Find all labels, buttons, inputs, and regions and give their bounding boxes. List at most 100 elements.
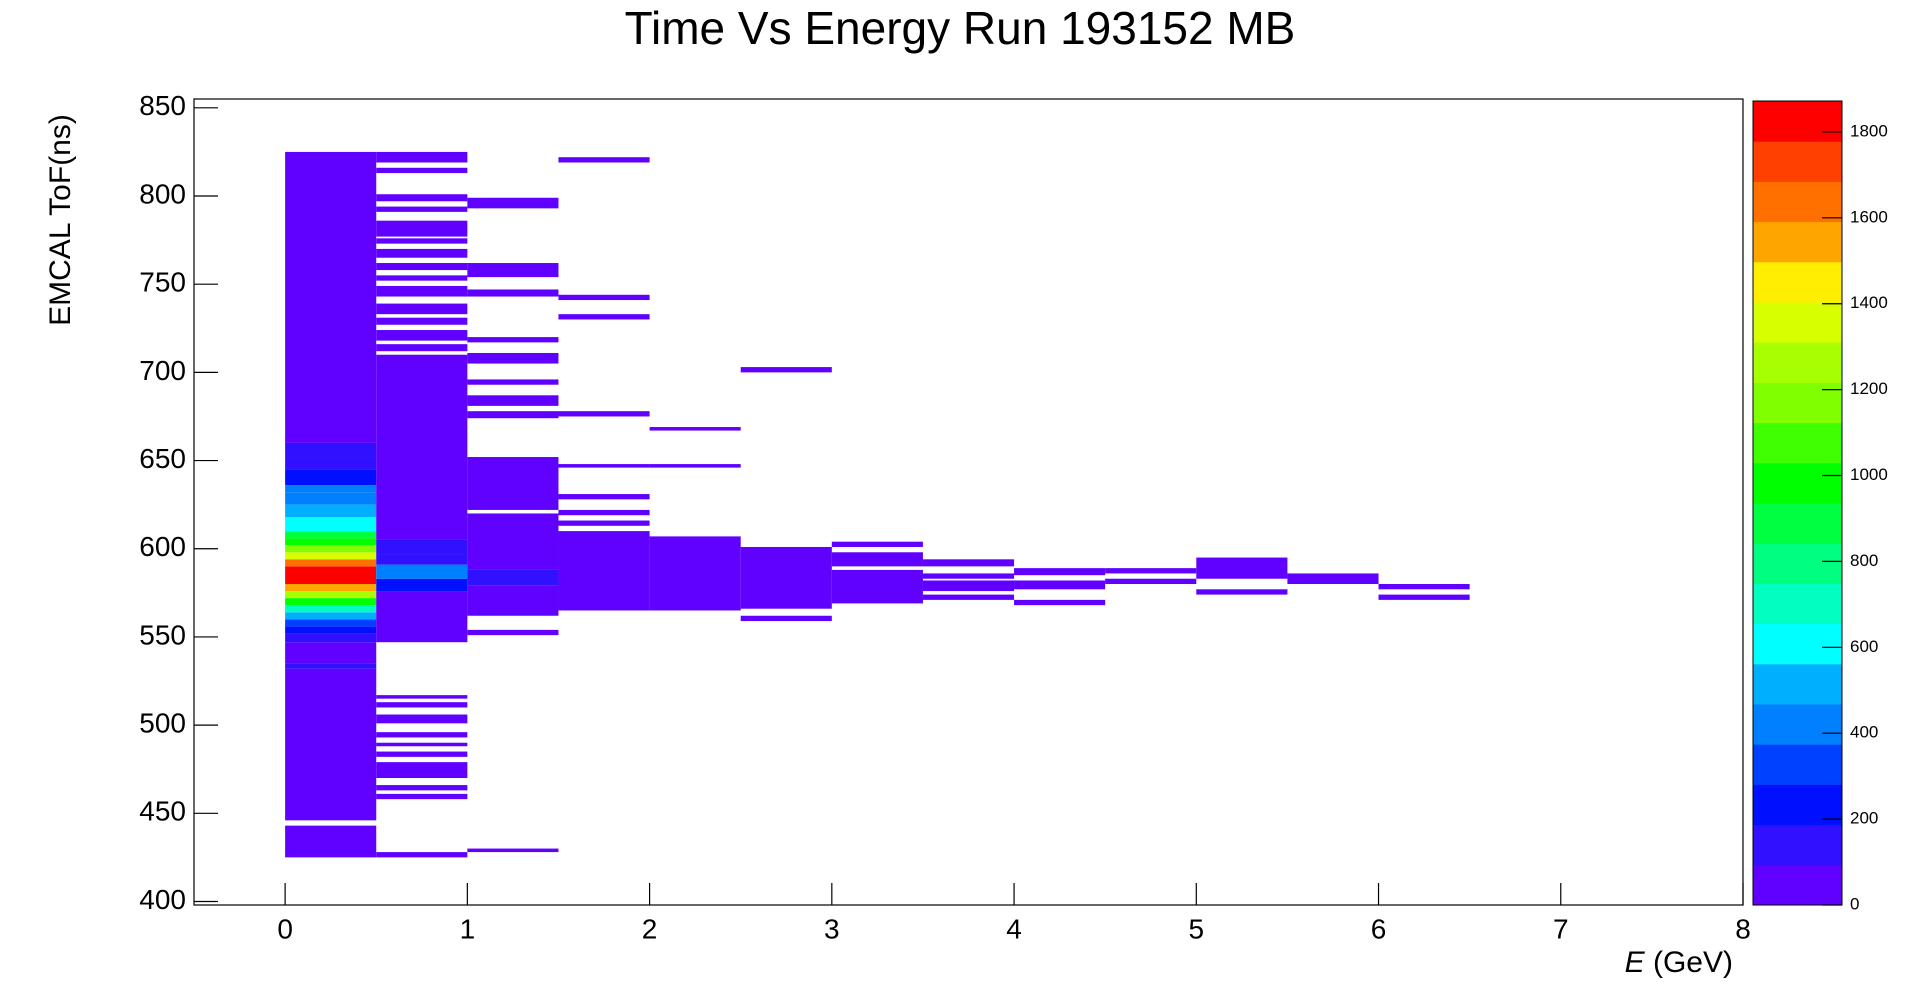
- x-tick-label: 5: [1189, 913, 1205, 944]
- y-tick-label: 500: [139, 707, 186, 738]
- heatmap-cell: [285, 626, 377, 634]
- heatmap-cell: [1287, 573, 1379, 585]
- heatmap-cell: [376, 732, 468, 738]
- heatmap-cell: [376, 330, 468, 341]
- palette-band: [1753, 704, 1842, 745]
- heatmap-cell: [740, 546, 832, 609]
- palette-band: [1753, 101, 1842, 142]
- heatmap-cell: [376, 206, 468, 212]
- heatmap-cell: [1014, 599, 1106, 606]
- heatmap-cell: [467, 289, 559, 297]
- heatmap-cell: [831, 569, 923, 604]
- heatmap-cell: [285, 151, 377, 443]
- heatmap-cell: [285, 612, 377, 620]
- palette-band: [1753, 623, 1842, 665]
- heatmap-cell: [285, 538, 377, 546]
- z-tick-label: 0: [1850, 894, 1859, 913]
- heatmap-cell: [1196, 589, 1288, 595]
- heatmap-cell: [285, 668, 377, 821]
- heatmap-cell: [376, 344, 468, 352]
- heatmap-cell: [376, 303, 468, 315]
- chart-title: Time Vs Energy Run 193152 MB: [625, 2, 1296, 54]
- heatmap-cell: [558, 294, 650, 301]
- heatmap-cell: [467, 263, 559, 278]
- palette-band: [1753, 864, 1842, 906]
- heatmap-cell: [558, 520, 650, 526]
- heatmap-cell: [831, 552, 923, 567]
- heatmap-cell: [376, 702, 468, 708]
- heatmap-cell: [285, 825, 377, 858]
- heatmap-cell: [558, 411, 650, 417]
- palette-band: [1753, 824, 1842, 866]
- y-tick-label: 650: [139, 443, 186, 474]
- heatmap-cell: [285, 485, 377, 493]
- heatmap-cell: [285, 516, 377, 532]
- heatmap-cell: [285, 552, 377, 560]
- heatmap-cell: [1105, 568, 1197, 574]
- z-tick-label: 1000: [1850, 465, 1888, 484]
- heatmap-cell: [376, 714, 468, 724]
- heatmap-cell: [649, 464, 741, 468]
- z-tick-label: 1800: [1850, 121, 1888, 140]
- heatmap-cell: [467, 197, 559, 209]
- y-tick-label: 450: [139, 796, 186, 827]
- y-tick-label: 600: [139, 531, 186, 562]
- x-tick-label: 6: [1371, 913, 1387, 944]
- palette-band: [1753, 302, 1842, 343]
- palette-band: [1753, 744, 1842, 785]
- heatmap-cell: [285, 598, 377, 606]
- heatmap-cell: [376, 793, 468, 800]
- heatmap-cell: [649, 536, 741, 611]
- heatmap-cell: [467, 457, 559, 510]
- heatmap-cell: [1014, 580, 1106, 590]
- heatmap-cell: [922, 594, 1015, 600]
- heatmap-cell: [285, 605, 377, 613]
- heatmap-cell: [831, 541, 923, 547]
- z-tick-label: 800: [1850, 551, 1878, 570]
- heatmap-cell: [558, 464, 650, 468]
- heatmap-cell: [376, 285, 468, 297]
- heatmap-cell: [558, 494, 650, 500]
- heatmap-cell: [285, 504, 377, 517]
- heatmap-cell: [558, 314, 650, 320]
- y-tick-label: 750: [139, 267, 186, 298]
- heatmap-cell: [467, 379, 559, 385]
- palette-band: [1753, 663, 1842, 705]
- heatmap-cell: [376, 695, 468, 699]
- y-axis-label: EMCAL ToF(ns): [44, 114, 77, 326]
- z-tick-label: 400: [1850, 723, 1878, 742]
- palette-band: [1753, 181, 1842, 223]
- heatmap-cell: [376, 151, 468, 163]
- palette-band: [1753, 784, 1842, 826]
- x-tick-label: 2: [642, 913, 658, 944]
- heatmap-cell: [922, 573, 1015, 579]
- z-tick-label: 200: [1850, 809, 1878, 828]
- heatmap-cell: [376, 194, 468, 202]
- heatmap-cell: [376, 554, 468, 565]
- palette-band: [1753, 342, 1842, 383]
- z-tick-label: 1400: [1850, 293, 1888, 312]
- heatmap-cell: [376, 263, 468, 271]
- heatmap-cell: [376, 167, 468, 174]
- heatmap-cell: [285, 545, 377, 553]
- palette-band: [1753, 141, 1842, 182]
- heatmap-cell: [467, 337, 559, 343]
- heatmap-cell: [285, 559, 377, 567]
- heatmap-cell: [467, 848, 559, 853]
- palette-band: [1753, 543, 1842, 584]
- x-tick-label: 7: [1553, 913, 1569, 944]
- heatmap-cell: [285, 457, 377, 470]
- heatmap-cell: [376, 852, 468, 858]
- heatmap-cell: [285, 619, 377, 627]
- plot-frame: [193, 98, 1744, 906]
- x-tick-label: 0: [277, 913, 293, 944]
- heatmap-cell: [1014, 568, 1106, 576]
- palette-band: [1753, 583, 1842, 625]
- y-tick-label: 550: [139, 619, 186, 650]
- heatmap-cell: [376, 539, 468, 555]
- y-tick-label: 850: [139, 90, 186, 121]
- heatmap-cell: [376, 238, 468, 244]
- heatmap-cell: [467, 569, 559, 586]
- heatmap-cell: [467, 629, 559, 636]
